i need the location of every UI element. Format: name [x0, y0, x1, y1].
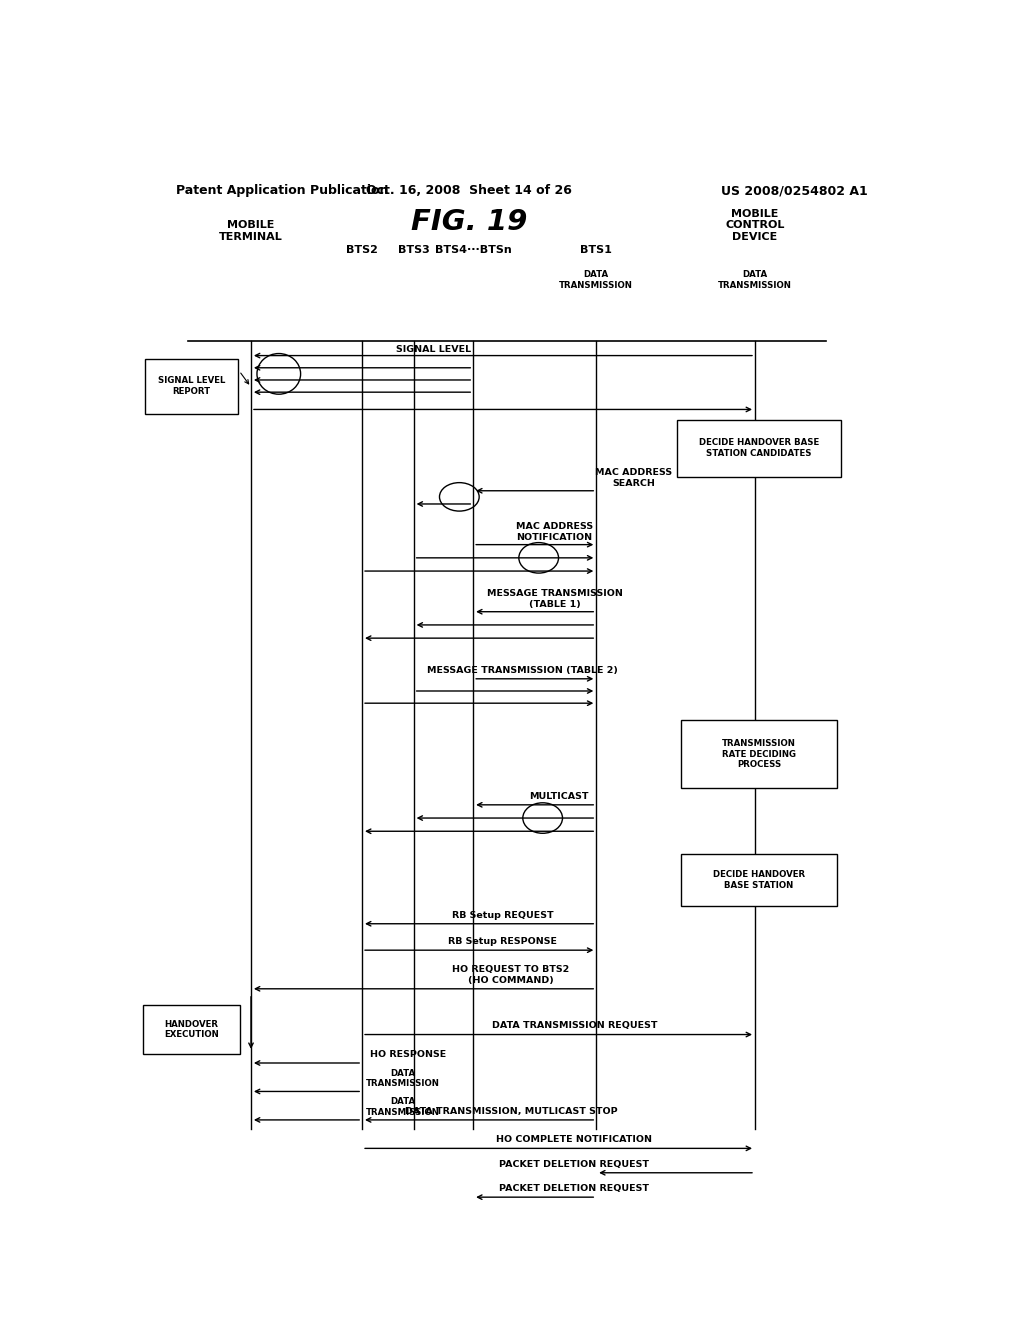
Text: HO RESPONSE: HO RESPONSE — [370, 1049, 446, 1059]
Text: MESSAGE TRANSMISSION
(TABLE 1): MESSAGE TRANSMISSION (TABLE 1) — [486, 589, 623, 609]
Text: DECIDE HANDOVER
BASE STATION: DECIDE HANDOVER BASE STATION — [713, 870, 805, 890]
Text: PACKET DELETION REQUEST: PACKET DELETION REQUEST — [500, 1160, 649, 1168]
Text: MAC ADDRESS
NOTIFICATION: MAC ADDRESS NOTIFICATION — [516, 523, 593, 541]
Text: US 2008/0254802 A1: US 2008/0254802 A1 — [721, 185, 868, 198]
Text: BTS1: BTS1 — [581, 246, 612, 255]
Text: HANDOVER
EXECUTION: HANDOVER EXECUTION — [164, 1020, 219, 1039]
Text: Oct. 16, 2008  Sheet 14 of 26: Oct. 16, 2008 Sheet 14 of 26 — [367, 185, 572, 198]
FancyBboxPatch shape — [143, 1005, 240, 1053]
Text: DATA
TRANSMISSION: DATA TRANSMISSION — [367, 1069, 440, 1089]
Text: MAC ADDRESS
SEARCH: MAC ADDRESS SEARCH — [595, 469, 673, 487]
Text: RB Setup RESPONSE: RB Setup RESPONSE — [449, 937, 557, 946]
Text: FIG. 19: FIG. 19 — [411, 209, 527, 236]
Text: SIGNAL LEVEL: SIGNAL LEVEL — [396, 345, 471, 354]
Text: TRANSMISSION
RATE DECIDING
PROCESS: TRANSMISSION RATE DECIDING PROCESS — [722, 739, 796, 770]
FancyBboxPatch shape — [681, 721, 837, 788]
Text: BTS3: BTS3 — [397, 246, 430, 255]
Text: DECIDE HANDOVER BASE
STATION CANDIDATES: DECIDE HANDOVER BASE STATION CANDIDATES — [698, 438, 819, 458]
Text: DATA TRANSMISSION REQUEST: DATA TRANSMISSION REQUEST — [492, 1022, 657, 1031]
Text: BTS2: BTS2 — [346, 246, 378, 255]
Text: MULTICAST: MULTICAST — [528, 792, 588, 801]
Text: SIGNAL LEVEL
REPORT: SIGNAL LEVEL REPORT — [158, 376, 225, 396]
Text: MOBILE
TERMINAL: MOBILE TERMINAL — [219, 220, 283, 242]
FancyBboxPatch shape — [145, 359, 238, 413]
Text: Patent Application Publication: Patent Application Publication — [176, 185, 388, 198]
Text: DATA
TRANSMISSION: DATA TRANSMISSION — [718, 271, 792, 289]
Text: HO REQUEST TO BTS2
(HO COMMAND): HO REQUEST TO BTS2 (HO COMMAND) — [453, 965, 569, 985]
Text: PACKET DELETION REQUEST: PACKET DELETION REQUEST — [500, 1184, 649, 1193]
Text: MESSAGE TRANSMISSION (TABLE 2): MESSAGE TRANSMISSION (TABLE 2) — [427, 665, 618, 675]
FancyBboxPatch shape — [677, 420, 841, 477]
Text: DATA
TRANSMISSION: DATA TRANSMISSION — [367, 1097, 440, 1117]
Text: DATA
TRANSMISSION: DATA TRANSMISSION — [559, 271, 633, 289]
Text: DATA TRANSMISSION, MUTLICAST STOP: DATA TRANSMISSION, MUTLICAST STOP — [404, 1107, 617, 1115]
FancyBboxPatch shape — [681, 854, 837, 906]
Text: RB Setup REQUEST: RB Setup REQUEST — [453, 911, 554, 920]
Text: MOBILE
CONTROL
DEVICE: MOBILE CONTROL DEVICE — [725, 209, 784, 242]
Text: HO COMPLETE NOTIFICATION: HO COMPLETE NOTIFICATION — [497, 1135, 652, 1144]
Text: BTS4···BTSn: BTS4···BTSn — [435, 246, 512, 255]
